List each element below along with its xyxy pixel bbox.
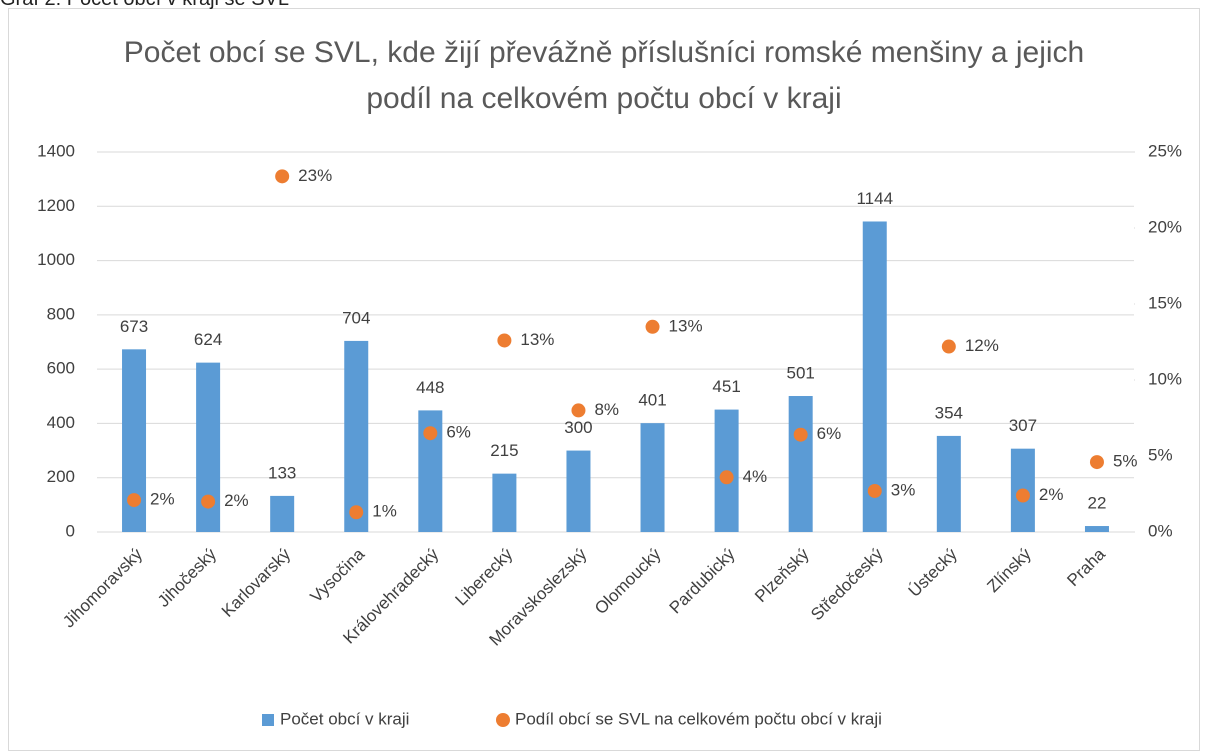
- legend-swatch: [262, 714, 274, 726]
- dot: [423, 426, 438, 441]
- data-label: 13%: [520, 330, 554, 349]
- y2-tick-label: 15%: [1148, 293, 1182, 312]
- chart-title: Počet obcí se SVL, kde žijí převážně pří…: [123, 36, 1085, 115]
- y2-tick-label: 10%: [1148, 369, 1182, 388]
- y-tick-label: 1200: [37, 196, 75, 215]
- x-tick-label: Jihočeský: [154, 544, 221, 611]
- data-label: 673: [120, 317, 148, 336]
- data-label: 215: [490, 441, 518, 460]
- data-label: 22: [1088, 494, 1107, 513]
- legend-swatch: [496, 713, 510, 727]
- dot: [201, 494, 216, 509]
- caption: Graf 2: Počet obcí v kraji se SVL: [0, 0, 289, 11]
- data-label: 1%: [372, 502, 397, 521]
- data-label: 6%: [446, 423, 471, 442]
- data-label: 12%: [965, 336, 999, 355]
- bar: [862, 221, 887, 532]
- data-label: 133: [268, 463, 296, 482]
- bar: [122, 349, 147, 532]
- dot: [1015, 488, 1030, 503]
- x-tick-label: Jihomoravský: [59, 544, 146, 631]
- dot: [349, 505, 364, 520]
- bar: [566, 450, 591, 532]
- y-tick-label: 0: [66, 521, 75, 540]
- y2-tick-label: 25%: [1148, 141, 1182, 160]
- data-label: 8%: [594, 400, 619, 419]
- x-tick-label: Pardubický: [666, 544, 739, 617]
- data-label: 448: [416, 378, 444, 397]
- dot: [941, 339, 956, 354]
- y2-tick-label: 5%: [1148, 445, 1173, 464]
- dot: [127, 493, 142, 508]
- y-tick-label: 600: [47, 359, 75, 378]
- data-label: 401: [638, 391, 666, 410]
- legend-label: Podíl obcí se SVL na celkovém počtu obcí…: [515, 709, 882, 728]
- dot: [275, 169, 290, 184]
- dot: [497, 333, 512, 348]
- dot: [1089, 455, 1104, 470]
- x-tick-label: Středočeský: [807, 544, 887, 624]
- data-label: 624: [194, 330, 222, 349]
- dot: [867, 483, 882, 498]
- data-label: 3%: [891, 480, 916, 499]
- data-label: 300: [564, 418, 592, 437]
- data-label: 354: [935, 403, 963, 422]
- bar: [270, 495, 295, 532]
- dot: [719, 470, 734, 485]
- dot: [793, 427, 808, 442]
- bar: [936, 435, 961, 532]
- x-tick-label: Karlovarský: [218, 544, 295, 621]
- data-label: 451: [712, 377, 740, 396]
- y-tick-label: 800: [47, 304, 75, 323]
- data-label: 501: [786, 363, 814, 382]
- bar: [788, 396, 813, 532]
- data-label: 1144: [856, 189, 893, 208]
- bar: [344, 340, 369, 532]
- bar: [640, 423, 665, 532]
- y-tick-label: 200: [47, 467, 75, 486]
- data-label: 2%: [1039, 485, 1064, 504]
- y-tick-label: 1000: [37, 250, 75, 269]
- legend-label: Počet obcí v kraji: [280, 709, 409, 728]
- x-tick-label: Praha: [1063, 544, 1109, 590]
- data-label: 13%: [669, 316, 703, 335]
- y-tick-label: 400: [47, 413, 75, 432]
- y2-tick-label: 0%: [1148, 521, 1173, 540]
- x-tick-label: Plzeňský: [751, 544, 813, 606]
- data-label: 23%: [298, 166, 332, 185]
- dot: [645, 319, 660, 334]
- data-label: 6%: [817, 424, 842, 443]
- x-tick-label: Olomoucký: [591, 544, 665, 618]
- data-label: 5%: [1113, 452, 1138, 471]
- bar: [1084, 526, 1109, 532]
- bar: [492, 473, 517, 532]
- y2-tick-label: 20%: [1148, 217, 1182, 236]
- data-label: 307: [1009, 416, 1037, 435]
- x-tick-label: Liberecký: [452, 544, 517, 609]
- x-tick-label: Ústecký: [905, 544, 962, 601]
- data-label: 704: [342, 308, 370, 327]
- data-label: 4%: [743, 467, 768, 486]
- y-tick-label: 1400: [37, 141, 75, 160]
- x-tick-label: Vysočina: [306, 544, 368, 606]
- chart-frame: [8, 8, 1200, 751]
- x-tick-label: Zlínský: [983, 544, 1035, 596]
- dot: [571, 403, 586, 418]
- data-label: 2%: [224, 491, 249, 510]
- data-label: 2%: [150, 490, 175, 509]
